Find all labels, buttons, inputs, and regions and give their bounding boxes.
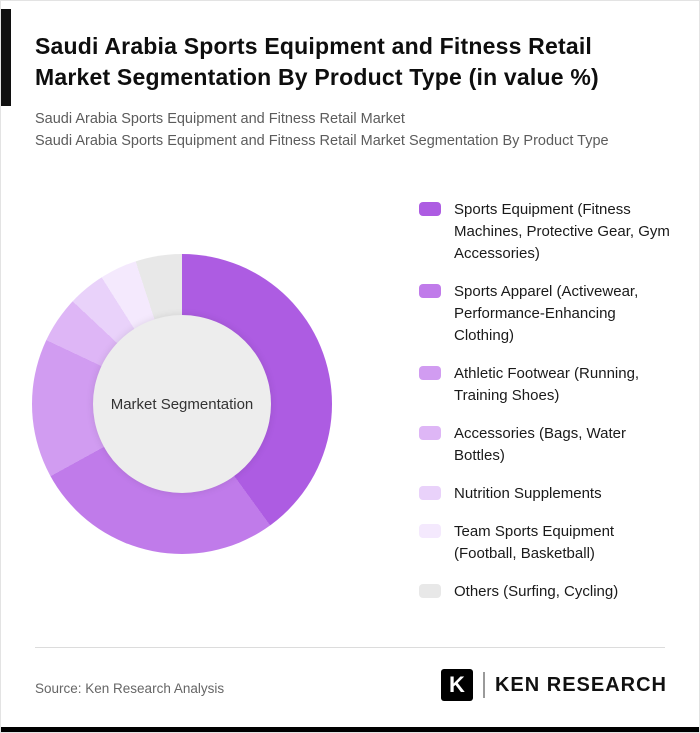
- legend-label: Accessories (Bags, Water Bottles): [454, 425, 626, 464]
- bottom-accent-bar: [1, 727, 699, 732]
- subtitle-block: Saudi Arabia Sports Equipment and Fitnes…: [35, 109, 665, 153]
- legend-item: Sports Equipment (Fitness Machines, Prot…: [419, 199, 673, 265]
- legend-label: Sports Equipment (Fitness Machines, Prot…: [454, 201, 670, 262]
- donut-center: Market Segmentation: [93, 315, 271, 493]
- footer-divider: [35, 647, 665, 648]
- legend-item: Sports Apparel (Activewear, Performance-…: [419, 281, 673, 347]
- legend-swatch: [419, 366, 441, 380]
- legend-item: Nutrition Supplements: [419, 483, 673, 505]
- legend: Sports Equipment (Fitness Machines, Prot…: [419, 199, 673, 603]
- legend-swatch: [419, 524, 441, 538]
- legend-swatch: [419, 486, 441, 500]
- legend-label: Others (Surfing, Cycling): [454, 583, 619, 600]
- legend-label: Sports Apparel (Activewear, Performance-…: [454, 283, 639, 344]
- legend-label: Nutrition Supplements: [454, 485, 602, 502]
- legend-item: Others (Surfing, Cycling): [419, 581, 673, 603]
- legend-swatch: [419, 426, 441, 440]
- legend-label: Athletic Footwear (Running, Training Sho…: [454, 365, 640, 404]
- page-title: Saudi Arabia Sports Equipment and Fitnes…: [35, 33, 599, 90]
- logo-text: KEN RESEARCH: [494, 673, 667, 696]
- legend-swatch: [419, 584, 441, 598]
- logo-separator: [482, 672, 485, 698]
- legend-item: Athletic Footwear (Running, Training Sho…: [419, 363, 673, 407]
- subtitle-line-1: Saudi Arabia Sports Equipment and Fitnes…: [35, 111, 405, 127]
- donut-chart: Market Segmentation: [32, 254, 332, 554]
- subtitle-line-2: Saudi Arabia Sports Equipment and Fitnes…: [35, 133, 609, 149]
- ken-research-logo: K KEN RESEARCH: [440, 669, 667, 701]
- legend-swatch: [419, 202, 441, 216]
- donut-center-label: Market Segmentation: [110, 395, 254, 413]
- legend-item: Accessories (Bags, Water Bottles): [419, 423, 673, 467]
- source-text: Source: Ken Research Analysis: [35, 681, 225, 696]
- logo-k-icon: K: [440, 669, 473, 701]
- legend-swatch: [419, 284, 441, 298]
- left-accent-bar: [1, 9, 11, 106]
- legend-item: Team Sports Equipment (Football, Basketb…: [419, 521, 673, 565]
- legend-label: Team Sports Equipment (Football, Basketb…: [454, 523, 615, 562]
